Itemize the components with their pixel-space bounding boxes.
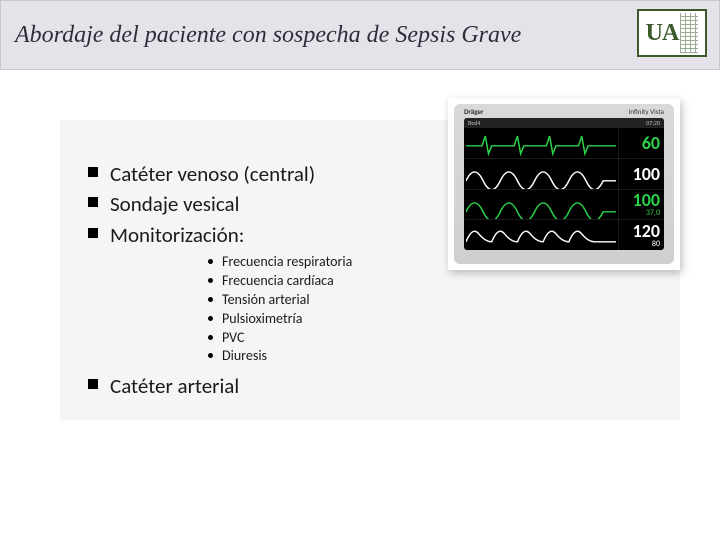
waveform-ecg [466,128,616,158]
monitor-time: 07:20 [646,119,660,127]
title-bar: Abordaje del paciente con sospecha de Se… [0,0,720,70]
sub-list-item: Frecuencia respiratoria [208,253,652,272]
university-logo: UA [637,9,707,57]
logo-letters: UA [646,20,679,47]
sub-list-item: PVC [208,329,652,348]
sub-list-item: Diuresis [208,347,652,366]
monitor-topbar: Bed4 07:20 [464,118,664,128]
monitor-value: 60 [618,128,664,158]
slide-title: Abordaje del paciente con sospecha de Se… [15,22,521,48]
monitor-row: 60 [464,128,664,159]
list-item: Monitorización: [88,221,652,249]
monitor-model: Infinity Vista [629,107,664,116]
content-panel: Dräger Infinity Vista Bed4 07:20 60 [60,120,680,420]
sub-list-item: Pulsioximetría [208,310,652,329]
sub-list-item: Tensión arterial [208,291,652,310]
sub-bullet-list: Frecuencia respiratoria Frecuencia cardí… [208,253,652,366]
main-bullet-list-2: Catéter arterial [88,372,652,400]
monitor-bed: Bed4 [468,119,480,127]
list-item: Sondaje vesical [88,190,652,218]
sub-list-item: Frecuencia cardíaca [208,272,652,291]
main-bullet-list: Catéter venoso (central) Sondaje vesical… [88,160,652,249]
list-item: Catéter arterial [88,372,652,400]
logo-tree-graphic [680,13,698,53]
list-item: Catéter venoso (central) [88,160,652,188]
monitor-brand: Dräger [464,107,483,116]
